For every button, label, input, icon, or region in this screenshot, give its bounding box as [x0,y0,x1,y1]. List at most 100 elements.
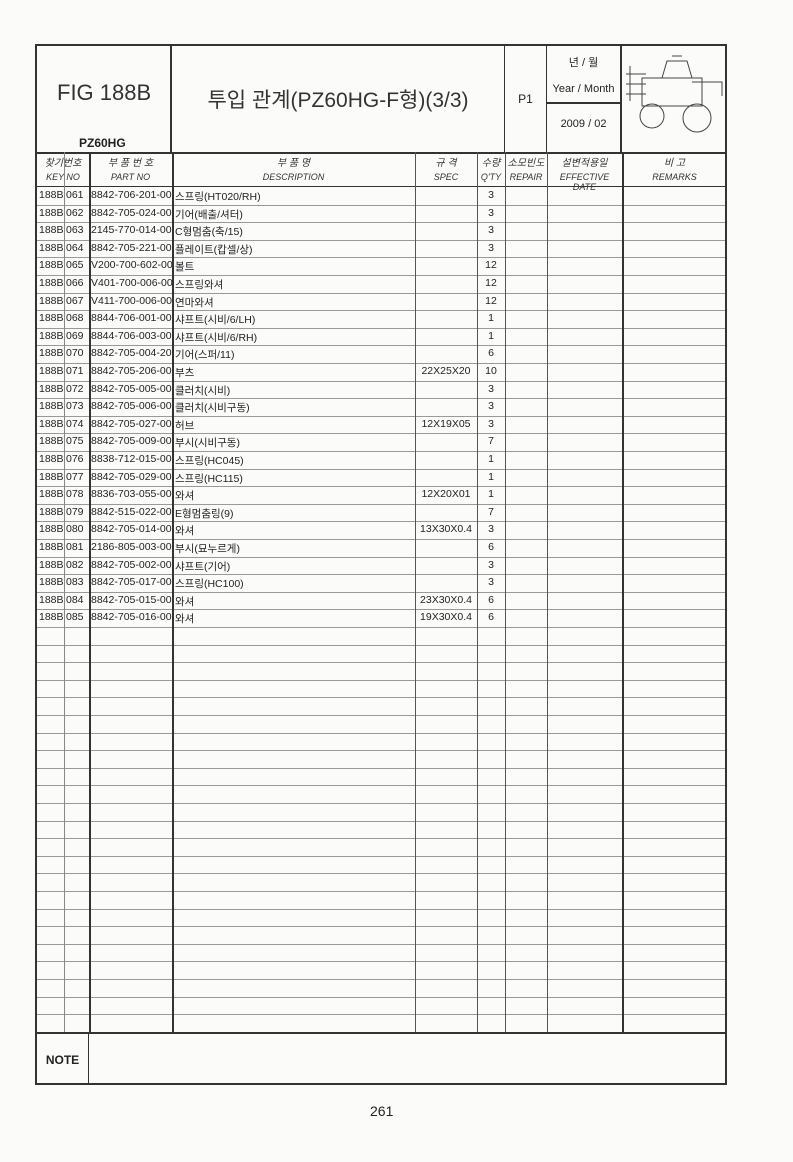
spec: 13X30X0.4 [420,523,472,536]
model-name: PZ60HG [79,136,126,150]
spec: 12X20X01 [421,488,471,501]
column-header-kr: 찾기번호 [44,158,82,169]
part-number: 8842-705-221-00 [91,241,172,254]
column-header-en: REPAIR [509,172,543,182]
description: 와셔 [175,490,195,503]
key-group: 188B [39,400,64,413]
column-header-en: SPEC [433,172,459,182]
key-number: 073 [66,400,84,413]
column-header-en: Q'TY [480,172,502,182]
table-row [37,768,725,787]
key-number: 084 [66,593,84,606]
table-row: 188B 081 2186-805-003-00 부시(묘누르게) 6 [37,539,725,558]
column-divider [505,152,506,1032]
key-group: 188B [39,365,64,377]
key-number: 080 [66,523,84,536]
machine-illustration [622,46,727,152]
table-row [37,979,725,998]
key-group: 188B [39,206,64,219]
key-group: 188B [39,505,64,518]
quantity: 1 [488,488,494,501]
key-group: 188B [39,189,64,201]
key-number: 062 [66,206,84,219]
table-row: 188B 067 V411-700-006-00 연마와셔 12 [37,293,725,312]
key-number: 079 [66,505,84,518]
key-group: 188B [39,593,64,606]
figure-box: FIG 188B PZ60HG [37,46,172,152]
quantity: 3 [488,241,494,254]
table-row [37,733,725,752]
part-number: 8842-705-024-00 [91,206,172,219]
page-number: 261 [370,1103,394,1119]
key-number: 085 [66,611,84,624]
quantity: 6 [488,541,494,553]
quantity: 3 [488,558,494,571]
key-number: 066 [66,277,84,289]
description: 볼트 [175,261,195,274]
column-divider [172,152,174,1032]
table-row: 188B 083 8842-705-017-00 스프링(HC100) 3 [37,574,725,593]
key-number: 070 [66,347,84,360]
quantity: 1 [488,329,494,342]
table-row: 188B 071 8842-705-206-00 부츠 22X25X20 10 [37,363,725,382]
key-number: 076 [66,453,84,465]
spec: 19X30X0.4 [420,611,472,624]
table-row: 188B 079 8842-515-022-00 E형멈춤링(9) 7 [37,504,725,523]
column-divider [477,152,478,1032]
table-row [37,715,725,734]
table-row: 188B 084 8842-705-015-00 와셔 23X30X0.4 6 [37,592,725,611]
table-row: 188B 077 8842-705-029-00 스프링(HC115) 1 [37,469,725,488]
table-row: 188B 078 8836-703-055-00 와셔 12X20X01 1 [37,486,725,505]
key-number: 067 [66,294,84,307]
table-row [37,838,725,857]
table-row [37,909,725,928]
part-number: 8842-705-027-00 [91,417,172,430]
part-number: 8844-706-001-00 [91,312,172,325]
table-row: 188B 062 8842-705-024-00 기어(배출/셔터) 3 [37,205,725,224]
key-group: 188B [39,470,64,483]
key-group: 188B [39,488,64,501]
description: 스프링(HC045) [175,455,244,467]
table-row: 188B 085 8842-705-016-00 와셔 19X30X0.4 6 [37,609,725,628]
quantity: 6 [488,593,494,606]
table-row: 188B 080 8842-705-014-00 와셔 13X30X0.4 3 [37,521,725,540]
part-number: 8842-705-015-00 [91,593,172,606]
description: 클러치(시비) [175,384,231,397]
column-header-en: REMARKS [652,172,697,182]
part-number: 8844-706-003-00 [91,329,172,342]
page-title: 투입 관계(PZ60HG-F형)(3/3) [172,46,505,152]
quantity: 3 [488,576,494,589]
description: 샤프트(시비/6/RH) [175,331,258,344]
part-number: 2145-770-014-00 [91,224,172,237]
table-row [37,821,725,840]
parts-table: FIG 188B PZ60HG 투입 관계(PZ60HG-F형)(3/3) P1… [35,44,727,1085]
key-number: 063 [66,224,84,237]
part-number: 8842-705-016-00 [91,611,172,624]
description: 스프링와셔 [175,279,224,291]
key-number: 072 [66,382,84,395]
column-header-kr: 부 품 명 [276,158,311,169]
key-group: 188B [39,558,64,571]
key-group: 188B [39,435,64,448]
column-header-kr: 수량 [481,158,501,169]
column-divider [622,152,624,1032]
quantity: 12 [485,294,497,307]
key-group: 188B [39,277,64,289]
quantity: 3 [488,400,494,413]
quantity: 1 [488,453,494,465]
quantity: 6 [488,611,494,624]
part-number: 8842-705-009-00 [91,435,172,448]
quantity: 10 [485,365,497,377]
part-number: 8842-515-022-00 [91,505,172,518]
quantity: 7 [488,505,494,518]
spec: 12X19X05 [421,417,471,430]
key-group: 188B [39,224,64,237]
description: 플레이트(캅셀/상) [175,243,253,256]
part-number: V200-700-602-00 [91,259,173,272]
table-row: 188B 063 2145-770-014-00 C형멈춤(축/15) 3 [37,222,725,241]
table-row: 188B 064 8842-705-221-00 플레이트(캅셀/상) 3 [37,240,725,259]
description: C형멈춤(축/15) [175,226,243,239]
description: 샤프트(기어) [175,560,231,573]
quantity: 1 [488,470,494,483]
table-row [37,961,725,980]
